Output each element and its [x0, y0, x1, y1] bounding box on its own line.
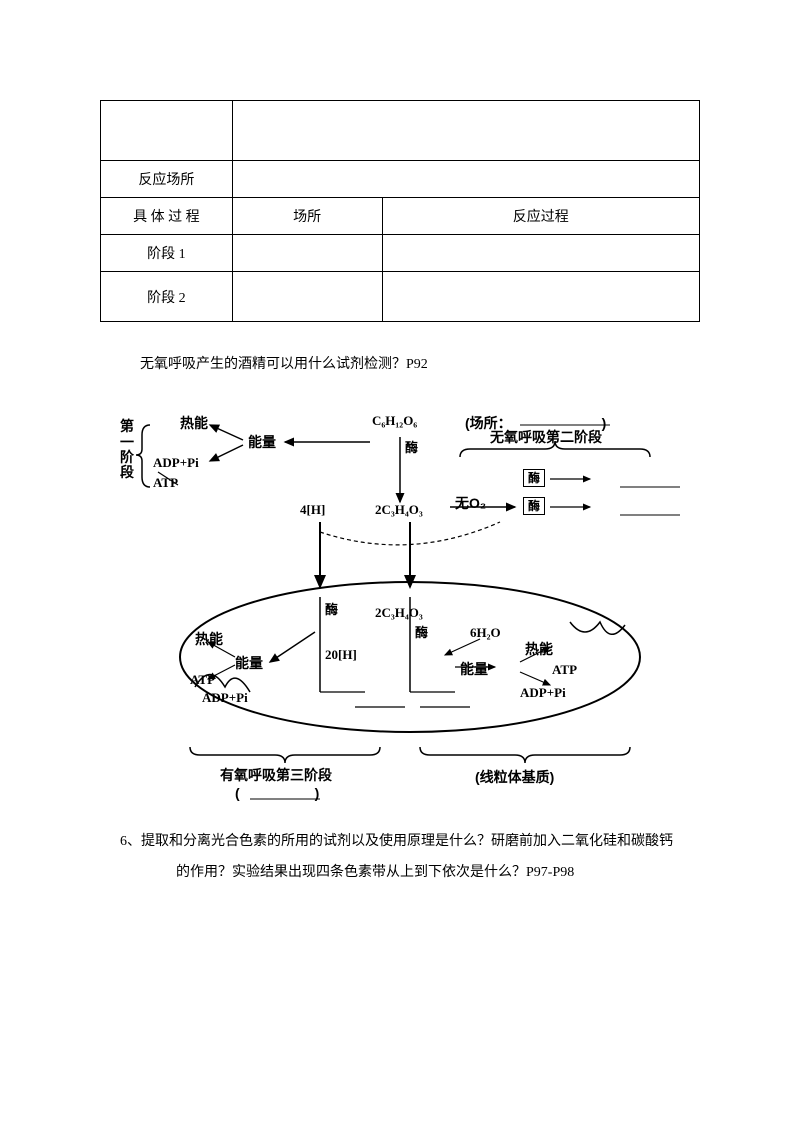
energy3: 能量 [460, 659, 488, 679]
cell-r4c1: 阶段 1 [101, 235, 233, 272]
adp-pi-2: ADP+Pi [202, 690, 248, 706]
atp1: ATP [153, 475, 178, 491]
anaerobic-stage2: 无氧呼吸第二阶段 [490, 427, 602, 447]
cell-r3c2: 场所 [232, 198, 382, 235]
cell-r1c1 [101, 101, 233, 161]
enzyme1: 酶 [405, 437, 418, 456]
c3h4o3-2: 2C₃H₄O₃ [375, 605, 423, 621]
c3h4o3-1: 2C₃H₄O₃ [375, 502, 423, 518]
heat2: 热能 [195, 629, 223, 649]
aerobic-stage3: 有氧呼吸第三阶段 [220, 765, 332, 785]
glucose: C₆H₁₂O₆ [372, 413, 417, 429]
heat1: 热能 [180, 413, 208, 433]
cell-r5c1: 阶段 2 [101, 272, 233, 322]
question6-line2: 的作用？实验结果出现四条色素带从上到下依次是什么？P97-P98 [176, 858, 700, 889]
stage1-label: 第 一 阶 段 [120, 419, 134, 481]
cell-r3c3: 反应过程 [382, 198, 699, 235]
mito-matrix: (线粒体基质) [475, 767, 554, 787]
atp2: ATP [190, 672, 215, 688]
respiration-diagram: 第 一 阶 段 热能 能量 ADP+Pi ATP C₆H₁₂O₆ (场所：) 酶… [120, 407, 700, 807]
process-table: 反应场所 具 体 过 程 场所 反应过程 阶段 1 阶段 2 [100, 100, 700, 322]
cell-r4c3 [382, 235, 699, 272]
cell-r1c2 [232, 101, 699, 161]
question-alcohol-test: 无氧呼吸产生的酒精可以用什么试剂检测？P92 [140, 352, 700, 377]
question6: 6、提取和分离光合色素的所用的试剂以及使用原理是什么？研磨前加入二氧化硅和碳酸钙… [120, 827, 700, 889]
cell-r5c3 [382, 272, 699, 322]
h20: 20[H] [325, 647, 357, 663]
cell-r2c1: 反应场所 [101, 161, 233, 198]
h2o6: 6H₂O [470, 625, 501, 641]
adp-pi-3: ADP+Pi [520, 685, 566, 701]
h4: 4[H] [300, 502, 325, 518]
cell-r3c1: 具 体 过 程 [101, 198, 233, 235]
enzyme3: 酶 [523, 497, 545, 514]
enzyme5: 酶 [415, 622, 428, 641]
energy1: 能量 [248, 432, 276, 452]
heat3: 热能 [525, 639, 553, 659]
adp-pi-1: ADP+Pi [153, 455, 199, 471]
atp3: ATP [552, 662, 577, 678]
cell-r2c2 [232, 161, 699, 198]
question6-line1: 6、提取和分离光合色素的所用的试剂以及使用原理是什么？研磨前加入二氧化硅和碳酸钙 [120, 827, 700, 858]
energy2: 能量 [235, 653, 263, 673]
cell-r5c2 [232, 272, 382, 322]
enzyme2: 酶 [523, 469, 545, 486]
enzyme4: 酶 [325, 599, 338, 618]
paren-blank: () [235, 785, 319, 801]
no-o2: 无O₂ [455, 493, 486, 513]
cell-r4c2 [232, 235, 382, 272]
